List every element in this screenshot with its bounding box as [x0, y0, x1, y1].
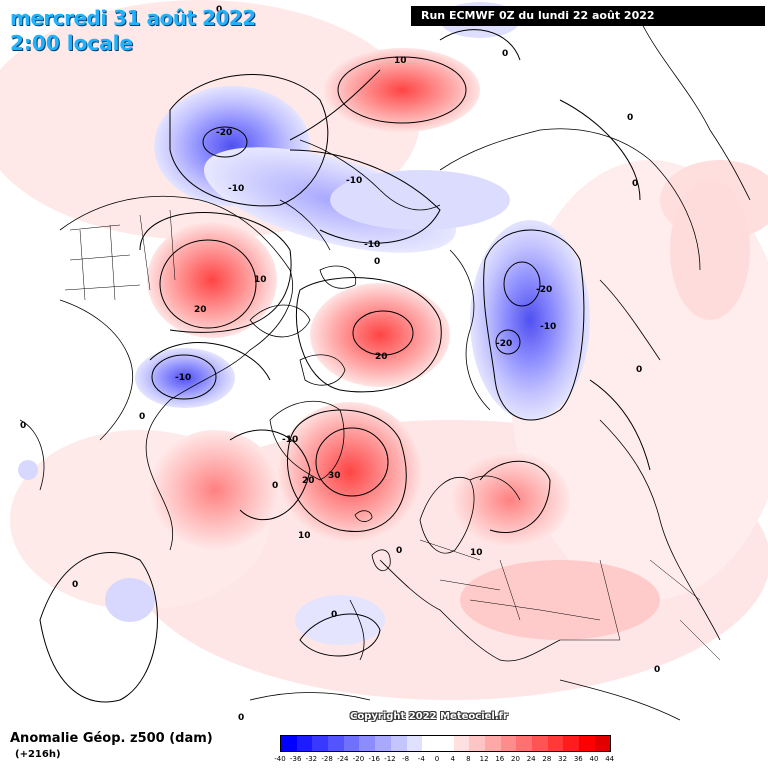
- contour-label: 10: [254, 275, 267, 285]
- copyright: Copyright 2022 Meteociel.fr: [350, 711, 508, 722]
- contour-label: 30: [328, 471, 341, 481]
- contour-label: 10: [470, 548, 483, 558]
- legend-swatch: [343, 736, 360, 751]
- legend-swatch: [312, 736, 329, 751]
- contour-label: 20: [194, 305, 207, 315]
- color-legend: [280, 735, 612, 752]
- contour-label: 20: [375, 352, 388, 362]
- contour-label: -10: [228, 184, 244, 194]
- arctic-ridge-shading: [310, 283, 450, 387]
- legend-tick: -4: [417, 755, 425, 763]
- legend-tick: 32: [558, 755, 568, 763]
- contour-label: -20: [216, 128, 232, 138]
- scandinavia-ridge-shading: [450, 452, 570, 548]
- contour-label: 0: [502, 49, 508, 59]
- legend-swatch: [359, 736, 376, 751]
- contour-label: 0: [374, 257, 380, 267]
- lead-time: (+216h): [15, 749, 61, 760]
- contour-label: 0: [396, 546, 402, 556]
- legend-swatch: [469, 736, 485, 751]
- contour-label: -10: [282, 435, 298, 445]
- legend-tick: 4: [450, 755, 455, 763]
- legend-tick: 8: [466, 755, 471, 763]
- legend-swatch: [500, 736, 517, 751]
- legend-tick: -20: [352, 755, 365, 763]
- north-pacific-ridge-shading: [324, 48, 480, 132]
- legend-swatch: [390, 736, 407, 751]
- contour-label: 0: [20, 421, 26, 431]
- contour-label: 0: [627, 113, 633, 123]
- contour-label: 0: [139, 412, 145, 422]
- borders: [64, 209, 721, 661]
- legend-tick: 36: [573, 755, 583, 763]
- legend-swatch: [484, 736, 501, 751]
- contour-label: 0: [632, 179, 638, 189]
- contour-label: 10: [298, 531, 311, 541]
- legend-swatch: [406, 736, 423, 751]
- legend-tick: -40: [274, 755, 286, 763]
- forecast-date: mercredi 31 août 2022: [10, 6, 256, 30]
- contour-label: -10: [346, 176, 362, 186]
- coastlines: [19, 19, 751, 721]
- contour-label: 0: [272, 481, 278, 491]
- contour-label: 20: [302, 476, 315, 486]
- legend-swatch: [532, 736, 548, 751]
- legend-tick: 28: [542, 755, 552, 763]
- legend-tick: 16: [495, 755, 505, 763]
- legend-swatch: [453, 736, 470, 751]
- contour-label: 0: [636, 365, 642, 375]
- legend-tick: -28: [321, 755, 333, 763]
- legend-ticks: -40 -36 -32 -28 -24 -20 -16 -12 -8 -4 0 4 8 12 16 20 24 2…: [274, 755, 620, 765]
- legend-tick: -24: [337, 755, 349, 763]
- canada-ridge-shading: [147, 222, 277, 338]
- contour-label: -20: [496, 339, 512, 349]
- contour-lines: [39, 29, 651, 703]
- siberia-low-shading: [470, 220, 590, 420]
- legend-swatch: [375, 736, 391, 751]
- run-info: Run ECMWF 0Z du lundi 22 août 2022: [411, 6, 765, 26]
- contour-label: -10: [364, 240, 380, 250]
- contour-label: 0: [72, 580, 78, 590]
- contour-label: -10: [540, 322, 556, 332]
- legend-tick: -36: [289, 755, 302, 763]
- legend-tick: 40: [589, 755, 599, 763]
- contour-label: 0: [238, 713, 244, 723]
- legend-tick: 24: [526, 755, 536, 763]
- legend-swatch: [579, 736, 595, 751]
- contour-label: 0: [216, 5, 222, 15]
- contour-label: 0: [331, 610, 337, 620]
- forecast-time: 2:00 locale: [10, 31, 134, 55]
- legend-swatch: [328, 736, 344, 751]
- legend-swatch: [422, 736, 438, 751]
- legend-swatch: [437, 736, 454, 751]
- legend-tick: 20: [511, 755, 520, 763]
- legend-swatch: [547, 736, 564, 751]
- legend-tick: 12: [479, 755, 489, 763]
- legend-swatch: [516, 736, 532, 751]
- contour-label: 0: [654, 665, 660, 675]
- greenland-atlantic-ridge-shading: [278, 402, 422, 542]
- legend-tick: 0: [434, 755, 440, 763]
- legend-tick: -8: [402, 755, 410, 763]
- variable-title: Anomalie Géop. z500 (dam): [10, 731, 213, 746]
- legend-tick: -32: [305, 755, 318, 763]
- legend-tick: -12: [384, 755, 396, 763]
- legend-swatch: [296, 736, 313, 751]
- legend-tick: 44: [605, 755, 615, 763]
- legend-swatch: [563, 736, 580, 751]
- legend-swatch: [281, 736, 297, 751]
- anomaly-field: [0, 0, 768, 700]
- legend-swatch: [594, 736, 611, 751]
- contour-label: -10: [175, 373, 191, 383]
- contour-label: -20: [536, 285, 552, 295]
- contour-label: 10: [394, 56, 407, 66]
- contour-labels: 0 10 -20 -10 -10 -10 0 10 20 -20 -10 -20…: [20, 5, 660, 723]
- legend-tick: -16: [368, 755, 380, 763]
